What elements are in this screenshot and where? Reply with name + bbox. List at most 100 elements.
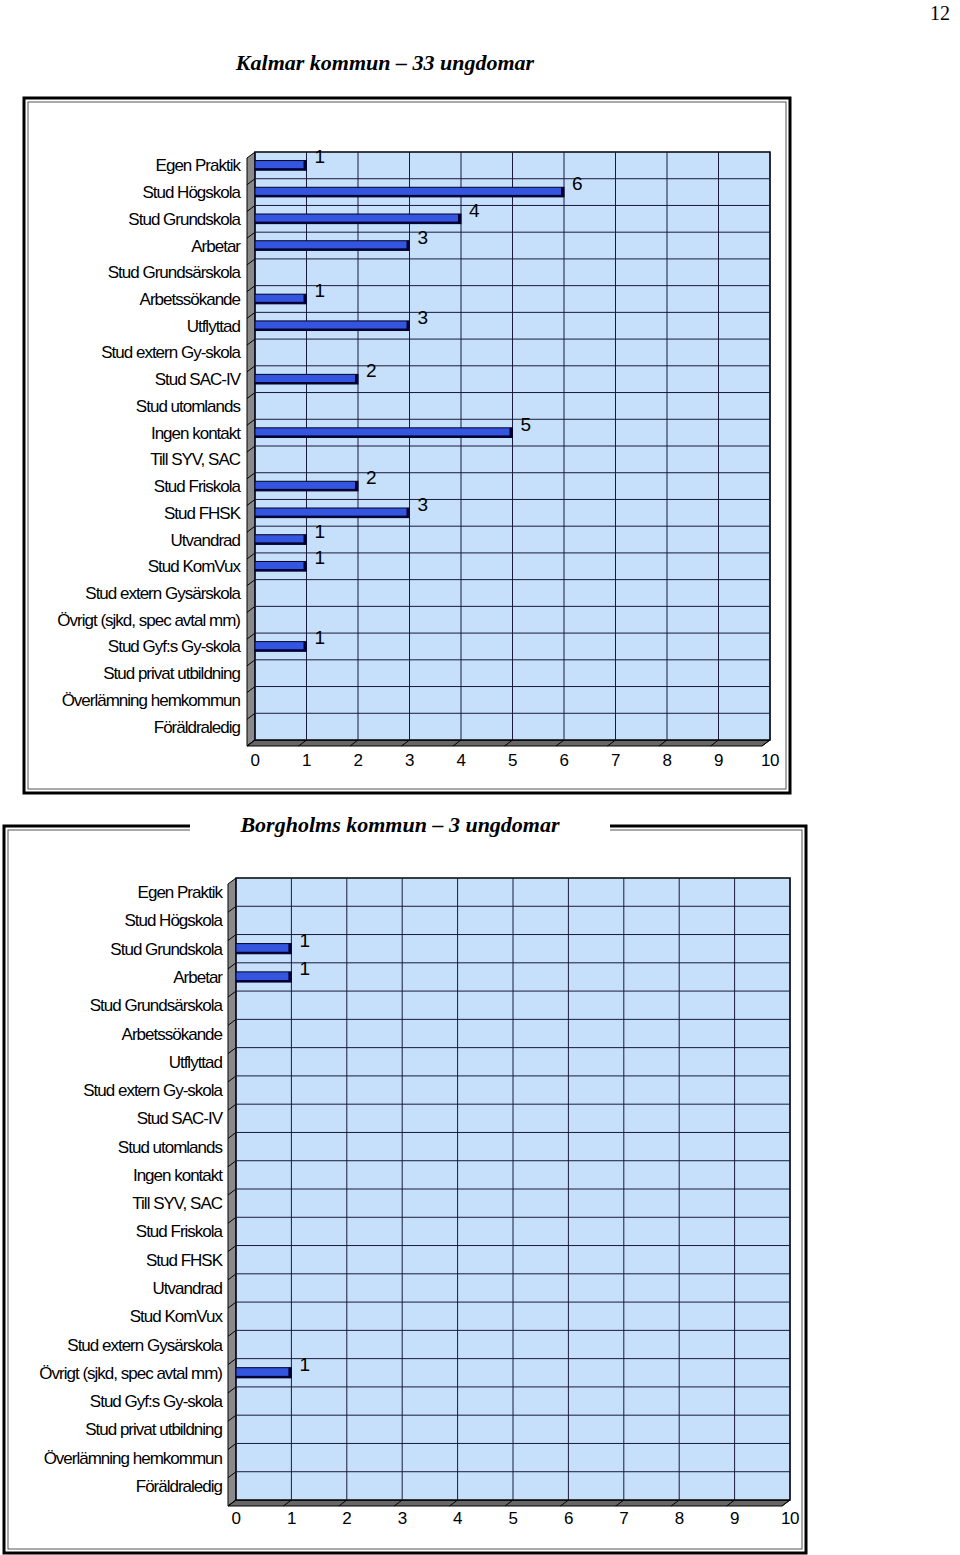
wall-line: [247, 286, 255, 292]
tick-mark: [339, 1500, 347, 1506]
wall-line: [228, 1330, 236, 1336]
category-label: Stud privat utbildning: [103, 664, 240, 683]
bar-face: [236, 1226, 237, 1236]
data-label: 1: [299, 930, 310, 951]
data-label: 3: [418, 307, 429, 328]
category-label: Stud KomVux: [148, 557, 242, 576]
wall-line: [228, 906, 236, 912]
wall-line: [228, 1104, 236, 1110]
category-label: Stud Grundskola: [110, 940, 223, 959]
wall-line: [247, 205, 255, 211]
grid-line: [306, 152, 307, 740]
bar-face: [236, 1000, 237, 1010]
data-label: 3: [418, 227, 429, 248]
category-label: Ingen kontakt: [133, 1166, 223, 1185]
tick-label: 4: [453, 1509, 462, 1528]
tick-label: 1: [302, 751, 311, 770]
grid-line: [568, 878, 569, 1500]
bar-edge: [236, 952, 291, 954]
bar-face: [255, 695, 256, 705]
bar-face: [255, 241, 410, 251]
wall-line: [228, 1217, 236, 1223]
bar-edge: [255, 516, 410, 518]
plot-wall: [247, 152, 255, 746]
bar-face: [236, 1113, 237, 1123]
bars: [255, 161, 564, 652]
wall-line: [247, 232, 255, 238]
grid-line: [679, 878, 680, 1500]
bar: [255, 214, 461, 224]
bar-face: [236, 1085, 237, 1095]
bar-face: [255, 374, 358, 384]
wall-line: [228, 991, 236, 997]
category-label: Stud Högskola: [124, 911, 223, 930]
bar-edge: [236, 1376, 291, 1378]
wall-line: [247, 633, 255, 639]
tick-label: 3: [405, 751, 414, 770]
bar-face: [236, 1028, 237, 1038]
bar-face: [255, 161, 307, 171]
plot-floor: [247, 740, 770, 746]
category-label: Föräldraledig: [154, 718, 241, 737]
tick-mark: [711, 740, 719, 746]
bar: [255, 481, 358, 491]
bar-face: [236, 1396, 237, 1406]
category-label: Stud Friskola: [136, 1222, 224, 1241]
wall-line: [228, 1387, 236, 1393]
wall-line: [228, 1132, 236, 1138]
tick-mark: [450, 1500, 458, 1506]
tick-mark: [659, 740, 667, 746]
category-label: Till SYV, SAC: [132, 1194, 222, 1213]
wall-line: [247, 499, 255, 505]
tick-label: 5: [508, 751, 517, 770]
tick-mark: [727, 1500, 735, 1506]
bar-face: [255, 428, 513, 438]
bar-face: [236, 915, 237, 925]
plot-wall: [228, 878, 236, 1506]
bar-face: [236, 1057, 237, 1067]
category-label: Utvandrad: [171, 531, 241, 550]
bar: [255, 535, 307, 545]
wall-line: [228, 1189, 236, 1195]
data-label: 4: [469, 200, 480, 221]
tick-label: 8: [675, 1509, 684, 1528]
category-label: Stud privat utbildning: [85, 1420, 222, 1439]
bar: [255, 321, 410, 331]
category-label: Stud SAC-IV: [137, 1109, 224, 1128]
bar-face: [255, 401, 256, 411]
grid-line: [718, 152, 719, 740]
grid-line: [402, 878, 403, 1500]
bar-edge: [255, 382, 358, 384]
bar-edge: [255, 302, 307, 304]
grid-line: [461, 152, 462, 740]
plot-area: [236, 878, 790, 1500]
bar-face: [236, 1170, 237, 1180]
tick-label: 0: [232, 1509, 241, 1528]
wall-line: [247, 660, 255, 666]
data-label: 1: [299, 958, 310, 979]
tick-mark: [671, 1500, 679, 1506]
bar-face: [255, 321, 410, 331]
tick-mark: [453, 740, 461, 746]
tick-mark: [608, 740, 616, 746]
bar-face: [255, 267, 256, 277]
bar-face: [236, 1142, 237, 1152]
bar-face: [255, 187, 564, 197]
wall-line: [228, 1359, 236, 1365]
category-label: Stud extern Gy-skola: [101, 343, 241, 362]
category-label: Arbetssökande: [122, 1025, 223, 1044]
category-label: Stud extern Gy-skola: [83, 1081, 223, 1100]
wall-line: [247, 606, 255, 612]
bar-face: [255, 508, 410, 518]
wall-line: [228, 1415, 236, 1421]
category-label: Arbetar: [173, 968, 223, 987]
category-label: Överlämning hemkommun: [62, 691, 241, 710]
tick-label: 9: [714, 751, 723, 770]
bar-face: [255, 615, 256, 625]
bar-face: [236, 1424, 237, 1434]
data-label: 1: [315, 146, 326, 167]
tick-label: 1: [287, 1509, 296, 1528]
bar-edge: [255, 222, 461, 224]
bar-face: [236, 1198, 237, 1208]
wall-line: [228, 1302, 236, 1308]
